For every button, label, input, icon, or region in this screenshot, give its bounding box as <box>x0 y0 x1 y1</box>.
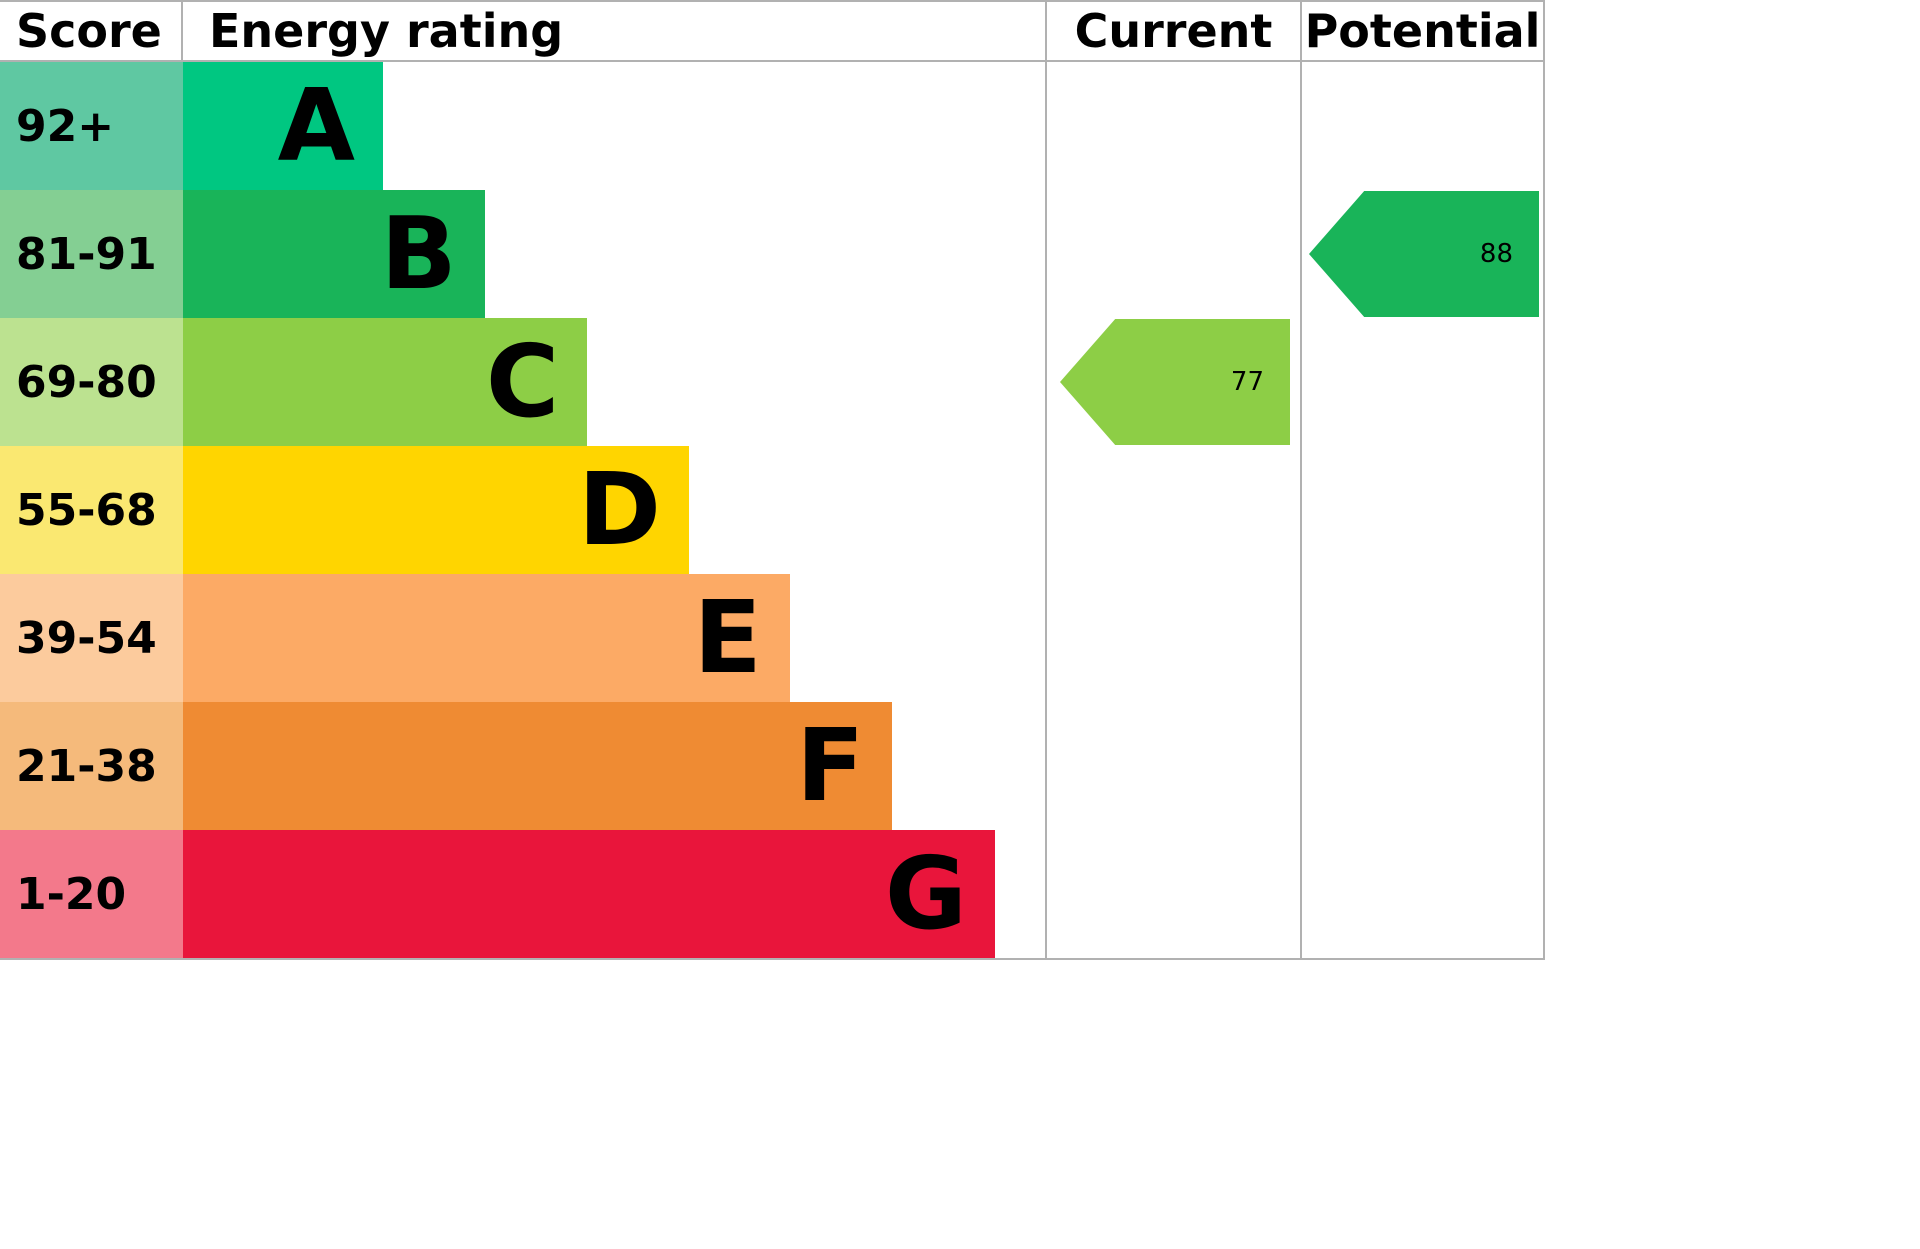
potential-cell-g <box>1300 830 1545 958</box>
potential-arrow: 88 <box>1309 191 1539 317</box>
current-arrow: 77 <box>1060 319 1290 445</box>
score-range-a: 92+ <box>0 62 183 190</box>
header-score: Score <box>0 2 183 62</box>
rating-letter-e: E <box>693 579 762 696</box>
potential-cell-d <box>1300 446 1545 574</box>
score-range-e: 39-54 <box>0 574 183 702</box>
rating-letter-d: D <box>577 451 661 568</box>
score-range-d: 55-68 <box>0 446 183 574</box>
potential-cell-a <box>1300 62 1545 190</box>
rating-letter-a: A <box>277 67 355 184</box>
current-cell-d <box>1045 446 1300 574</box>
epc-rating-chart: Score Energy rating Current Potential 92… <box>0 0 1545 960</box>
potential-cell-b: 88 <box>1300 190 1545 318</box>
potential-cell-e <box>1300 574 1545 702</box>
header-current: Current <box>1045 2 1300 62</box>
score-range-b: 81-91 <box>0 190 183 318</box>
header-energy-rating: Energy rating <box>183 2 1045 62</box>
rating-cell-b: B <box>183 190 1045 318</box>
rating-letter-f: F <box>796 707 865 824</box>
potential-value: 88 <box>1479 239 1513 269</box>
score-range-g: 1-20 <box>0 830 183 958</box>
current-cell-e <box>1045 574 1300 702</box>
rating-bar-a: A <box>183 62 383 190</box>
rating-bar-g: G <box>183 830 995 958</box>
rating-bar-b: B <box>183 190 485 318</box>
rating-cell-d: D <box>183 446 1045 574</box>
epc-grid: Score Energy rating Current Potential 92… <box>0 2 1545 958</box>
rating-cell-c: C <box>183 318 1045 446</box>
current-cell-c: 77 <box>1045 318 1300 446</box>
score-range-f: 21-38 <box>0 702 183 830</box>
current-cell-b <box>1045 190 1300 318</box>
rating-bar-f: F <box>183 702 893 830</box>
rating-bar-c: C <box>183 318 588 446</box>
rating-letter-b: B <box>380 195 457 312</box>
rating-bar-e: E <box>183 574 790 702</box>
score-range-c: 69-80 <box>0 318 183 446</box>
current-value: 77 <box>1230 367 1264 397</box>
current-cell-g <box>1045 830 1300 958</box>
potential-cell-c <box>1300 318 1545 446</box>
rating-letter-c: C <box>485 323 560 440</box>
rating-cell-g: G <box>183 830 1045 958</box>
current-cell-f <box>1045 702 1300 830</box>
current-cell-a <box>1045 62 1300 190</box>
rating-cell-f: F <box>183 702 1045 830</box>
rating-cell-a: A <box>183 62 1045 190</box>
rating-bar-d: D <box>183 446 689 574</box>
potential-cell-f <box>1300 702 1545 830</box>
header-potential: Potential <box>1300 2 1545 62</box>
rating-letter-g: G <box>884 835 967 952</box>
rating-cell-e: E <box>183 574 1045 702</box>
